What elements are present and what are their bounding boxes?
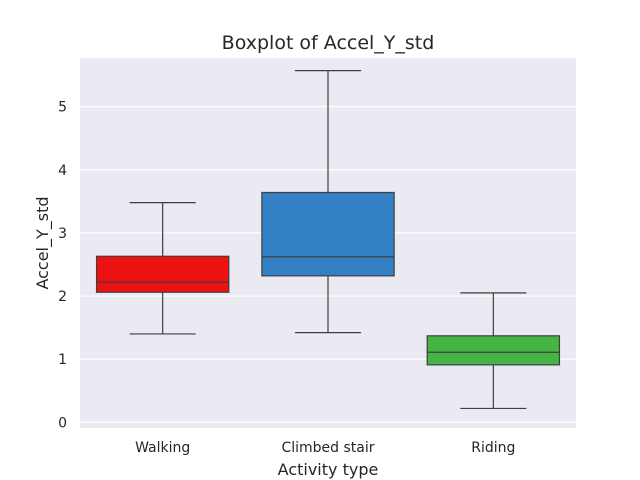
iqr-box: [426, 335, 561, 366]
chart-title: Boxplot of Accel_Y_std: [222, 32, 435, 54]
iqr-box: [261, 191, 395, 277]
box-riding: [426, 292, 561, 410]
iqr-box: [95, 255, 230, 293]
box-walking: [95, 201, 230, 335]
boxes: [95, 70, 561, 410]
x-tick-label: Walking: [135, 440, 190, 456]
x-axis-label: Activity type: [278, 460, 379, 479]
y-tick-label: 2: [58, 289, 67, 305]
y-tick-labels: 0 1 2 3 4 5: [58, 100, 67, 432]
y-tick-label: 3: [58, 226, 67, 242]
x-tick-labels: Walking Climbed stair Riding: [135, 440, 515, 456]
x-tick-label: Riding: [471, 440, 515, 456]
x-tick-label: Climbed stair: [281, 440, 374, 456]
box-climbed-stair: [261, 70, 395, 334]
y-tick-label: 1: [58, 352, 67, 368]
y-axis-label: Accel_Y_std: [33, 196, 53, 289]
y-tick-label: 4: [58, 163, 67, 179]
y-tick-label: 0: [58, 415, 67, 431]
y-tick-label: 5: [58, 100, 67, 116]
